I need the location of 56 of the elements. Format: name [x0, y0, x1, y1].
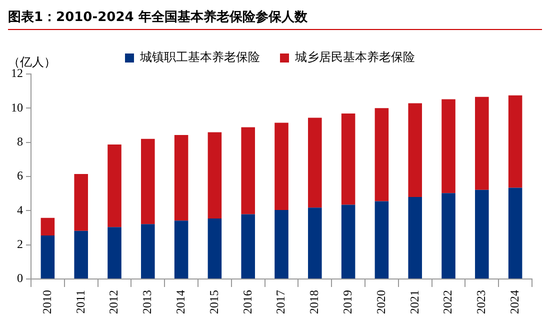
bar — [141, 224, 155, 278]
bar — [442, 193, 456, 278]
bar — [442, 99, 456, 194]
y-tick-label: 4 — [17, 202, 23, 217]
bar — [40, 235, 55, 278]
bar — [74, 230, 88, 278]
y-tick-label: 10 — [11, 100, 23, 114]
x-tick-label: 2010 — [40, 290, 54, 314]
bar — [40, 218, 55, 236]
x-tick-label: 2022 — [440, 290, 455, 314]
x-tick-label: 2016 — [240, 290, 254, 314]
y-tick-label: 12 — [11, 66, 23, 80]
bar — [475, 190, 489, 278]
bar — [308, 208, 322, 278]
bar — [341, 113, 356, 205]
x-tick-label: 2012 — [106, 290, 121, 314]
bar — [174, 134, 188, 221]
x-tick-label: 2018 — [307, 290, 322, 314]
legend-label: 城乡居民基本养老保险 — [294, 50, 415, 64]
legend-label: 城镇职工基本养老保险 — [139, 50, 260, 64]
y-tick-label: 6 — [17, 168, 23, 183]
x-tick-label: 2021 — [407, 290, 422, 314]
bar — [74, 174, 88, 231]
bar — [108, 144, 122, 228]
x-tick-label: 2017 — [274, 290, 288, 314]
bar — [174, 220, 188, 278]
bar — [374, 201, 389, 278]
bar — [475, 96, 489, 190]
bar — [208, 218, 222, 278]
x-tick-label: 2013 — [140, 290, 154, 314]
y-tick-label: 2 — [17, 236, 23, 251]
x-tick-label: 2011 — [73, 290, 88, 314]
x-tick-label: 2019 — [340, 290, 354, 314]
y-axis-title: （亿人） — [8, 54, 56, 69]
bar — [108, 227, 122, 278]
x-tick-label: 2020 — [374, 290, 388, 314]
bar — [241, 214, 255, 278]
bar — [274, 122, 288, 210]
bar — [241, 127, 255, 214]
bar — [141, 138, 155, 224]
bar — [374, 108, 389, 202]
bar — [408, 197, 422, 278]
bar — [274, 210, 288, 278]
bar — [508, 95, 522, 188]
chart-title: 图表1：2010-2024 年全国基本养老保险参保人数 — [8, 8, 542, 30]
bar — [341, 204, 356, 278]
x-tick-label: 2024 — [507, 290, 522, 314]
bar — [308, 118, 322, 208]
x-tick-label: 2014 — [173, 290, 188, 314]
y-tick-label: 8 — [17, 134, 23, 148]
x-tick-label: 2015 — [206, 290, 221, 314]
y-tick-label: 0 — [17, 271, 23, 286]
bar — [208, 132, 222, 219]
bar — [508, 188, 522, 278]
x-tick-label: 2023 — [474, 290, 488, 314]
bar — [408, 103, 422, 197]
